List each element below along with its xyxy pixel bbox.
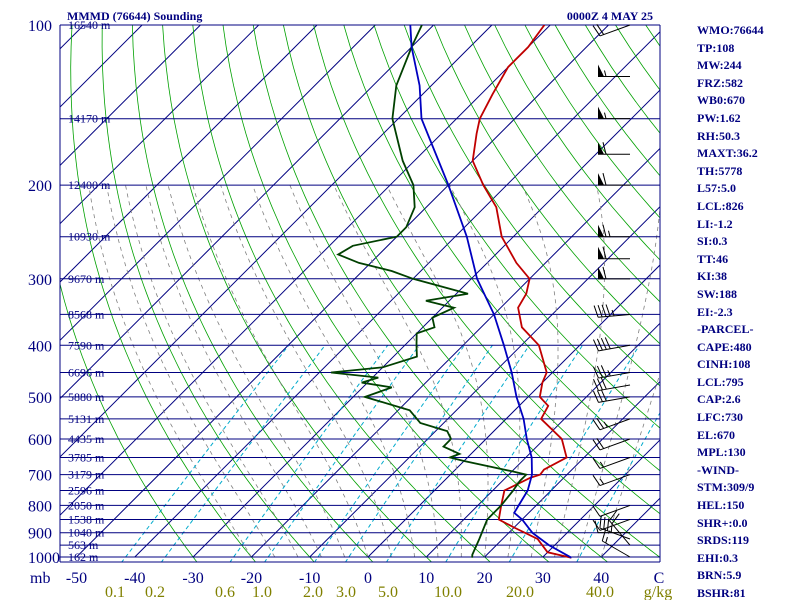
index-item: TP:108 xyxy=(697,40,800,58)
mixing-ratio-label: 0.1 xyxy=(105,584,125,600)
height-label: 6696 m xyxy=(68,366,105,380)
isotherm-line xyxy=(0,25,26,557)
index-item: CAP:2.6 xyxy=(697,391,800,409)
height-label: 10930 m xyxy=(68,230,111,244)
height-label: 3785 m xyxy=(68,451,105,465)
plot-area xyxy=(60,25,660,562)
height-label: 5880 m xyxy=(68,390,105,404)
index-item: FRZ:582 xyxy=(697,75,800,93)
index-item: SW:188 xyxy=(697,286,800,304)
index-item: MAXT:36.2 xyxy=(697,145,800,163)
height-label: 4435 m xyxy=(68,432,105,446)
y-axis-unit-label: mb xyxy=(30,570,50,587)
index-item: -PARCEL- xyxy=(697,321,800,339)
index-item: TT:46 xyxy=(697,251,800,269)
index-item: STM:309/9 xyxy=(697,479,800,497)
index-item: KI:38 xyxy=(697,268,800,286)
index-item: LI:-1.2 xyxy=(697,216,800,234)
mixing-ratio-label: 10.0 xyxy=(434,584,462,600)
pressure-tick-label: 500 xyxy=(28,390,52,407)
index-item: EL:670 xyxy=(697,427,800,445)
index-item: WMO:76644 xyxy=(697,22,800,40)
pressure-tick-label: 200 xyxy=(28,178,52,195)
index-item: CINH:108 xyxy=(697,356,800,374)
height-label: 7590 m xyxy=(68,338,105,352)
index-item: BRN:5.9 xyxy=(697,567,800,585)
index-item: SHR+:0.0 xyxy=(697,515,800,533)
mixing-ratio-label: 2.0 xyxy=(303,584,323,600)
height-label: 12400 m xyxy=(68,178,111,192)
height-label: 8568 m xyxy=(68,307,105,321)
pressure-tick-label: 100 xyxy=(28,18,52,35)
height-label: 162 m xyxy=(68,550,99,564)
mixing-ratio-label: g/kg xyxy=(644,584,672,600)
temp-tick-label: 20 xyxy=(477,570,493,587)
index-item: L57:5.0 xyxy=(697,180,800,198)
height-label: 14170 m xyxy=(68,112,111,126)
pressure-tick-label: 300 xyxy=(28,272,52,289)
index-item: EHI:0.3 xyxy=(697,550,800,568)
index-item: WB0:670 xyxy=(697,92,800,110)
index-item: EI:-2.3 xyxy=(697,304,800,322)
index-item: TH:5778 xyxy=(697,163,800,181)
pressure-tick-label: 700 xyxy=(28,468,52,485)
chart-title: MMMD (76644) Sounding xyxy=(67,9,202,23)
mixing-ratio-label: 20.0 xyxy=(506,584,534,600)
mixing-ratio-label: 0.6 xyxy=(215,584,235,600)
pressure-tick-label: 1000 xyxy=(28,550,60,567)
index-item: LFC:730 xyxy=(697,409,800,427)
mixing-ratio-label: 0.2 xyxy=(145,584,165,600)
index-item: CAPE:480 xyxy=(697,339,800,357)
mixing-ratio-label: 5.0 xyxy=(378,584,398,600)
height-label: 1538 m xyxy=(68,513,105,527)
mixing-ratio-label: 40.0 xyxy=(586,584,614,600)
index-item: MPL:130 xyxy=(697,444,800,462)
height-label: 5131 m xyxy=(68,412,105,426)
chart-date: 0000Z 4 MAY 25 xyxy=(567,9,653,23)
index-item: -WIND- xyxy=(697,462,800,480)
temp-tick-label: -40 xyxy=(124,570,145,587)
index-item: SI:0.3 xyxy=(697,233,800,251)
wind-barb-half-feather xyxy=(611,526,612,532)
mixing-ratio-label: 3.0 xyxy=(336,584,356,600)
temp-tick-label: -50 xyxy=(66,570,87,587)
temp-tick-label: 30 xyxy=(535,570,551,587)
pressure-tick-label: 800 xyxy=(28,498,52,515)
pressure-tick-label: 600 xyxy=(28,432,52,449)
height-label: 2596 m xyxy=(68,484,105,498)
index-item: HEL:150 xyxy=(697,497,800,515)
pressure-tick-label: 400 xyxy=(28,338,52,355)
index-item: RH:50.3 xyxy=(697,128,800,146)
index-item: SRDS:119 xyxy=(697,532,800,550)
index-item: PW:1.62 xyxy=(697,110,800,128)
height-label: 9670 m xyxy=(68,272,105,286)
height-label: 2050 m xyxy=(68,498,105,512)
temp-tick-label: -30 xyxy=(182,570,203,587)
index-item: LCL:826 xyxy=(697,198,800,216)
height-label: 3179 m xyxy=(68,468,105,482)
index-item: LCL:795 xyxy=(697,374,800,392)
temp-tick-label: 0 xyxy=(364,570,372,587)
pressure-tick-label: 900 xyxy=(28,526,52,543)
temp-tick-label: 10 xyxy=(418,570,434,587)
mixing-ratio-label: 1.0 xyxy=(252,584,272,600)
index-item: MW:244 xyxy=(697,57,800,75)
